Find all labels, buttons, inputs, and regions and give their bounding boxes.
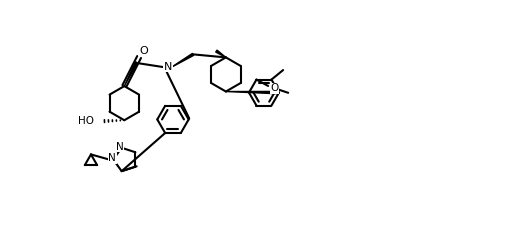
Text: O: O [270,83,279,93]
Polygon shape [124,62,138,86]
Text: N: N [116,142,124,152]
Text: N: N [108,154,116,163]
Text: O: O [139,46,148,56]
Text: HO: HO [78,116,94,126]
Polygon shape [216,50,226,57]
Text: N: N [164,62,172,72]
Polygon shape [226,92,277,94]
Polygon shape [171,53,194,68]
